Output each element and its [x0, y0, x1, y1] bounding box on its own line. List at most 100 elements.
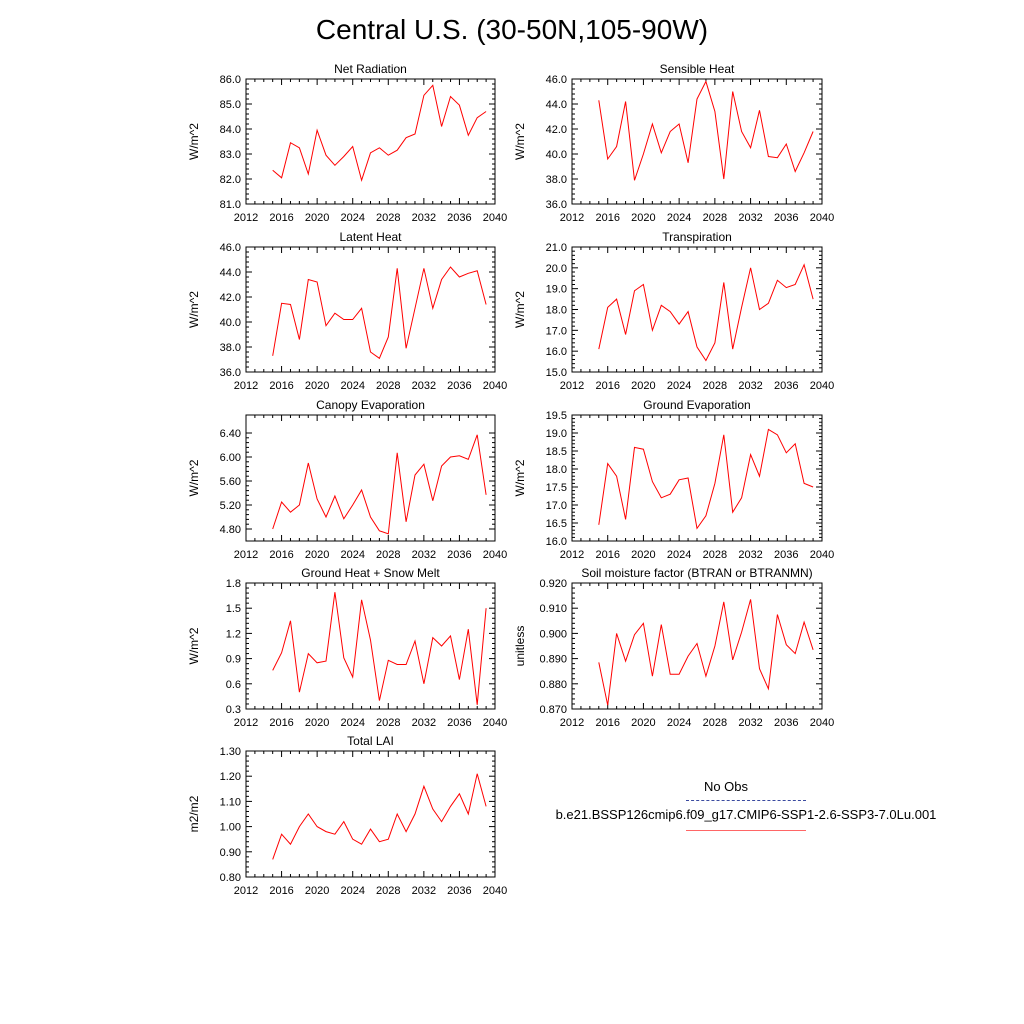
y-tick-label: 15.0 [546, 367, 567, 379]
plot-frame [571, 414, 823, 542]
y-tick-label: 46.0 [546, 74, 567, 86]
x-tick-label: 2016 [595, 717, 619, 729]
panel-4: Transpiration W/m^2 2012 2016 2020 2024 2028 20… [513, 230, 834, 392]
x-tick-label: 2040 [810, 380, 834, 392]
x-tick-label: 2032 [412, 212, 436, 224]
x-tick-label: 2012 [234, 380, 258, 392]
y-tick-label: 0.90 [220, 847, 241, 859]
x-tick-label: 2012 [234, 212, 258, 224]
y-axis-label: W/m^2 [513, 291, 527, 328]
x-tick-label: 2028 [703, 380, 727, 392]
x-tick-label: 2012 [234, 549, 258, 561]
y-tick-label: 44.0 [220, 267, 241, 279]
x-tick-label: 2016 [269, 717, 293, 729]
x-tick-label: 2024 [340, 885, 364, 897]
panel-2: Sensible Heat W/m^2 2012 2016 2020 2024 2028 20… [513, 62, 834, 224]
y-tick-label: 1.20 [220, 771, 241, 783]
plot-frame [571, 78, 823, 205]
y-tick-label: 0.880 [539, 679, 567, 691]
x-tick-label: 2024 [667, 380, 691, 392]
y-tick-label: 46.0 [220, 242, 241, 254]
y-axis-label: W/m^2 [187, 459, 201, 496]
x-tick-label: 2032 [412, 380, 436, 392]
panel-5: Canopy Evaporation W/m^2 2012 2016 2020 2024 2… [187, 398, 507, 561]
panel-7: Ground Heat + Snow Melt W/m^2 2012 2016 2020… [187, 566, 507, 729]
y-tick-label: 4.80 [220, 524, 241, 536]
series-line [598, 599, 814, 706]
x-tick-label: 2028 [376, 717, 400, 729]
plot-frame [571, 246, 823, 373]
x-tick-label: 2020 [631, 212, 655, 224]
y-axis-label: W/m^2 [187, 627, 201, 664]
x-tick-label: 2012 [560, 380, 584, 392]
series-line [272, 434, 487, 535]
y-tick-label: 1.5 [226, 603, 241, 615]
x-tick-label: 2024 [340, 212, 364, 224]
x-tick-label: 2024 [340, 717, 364, 729]
x-tick-label: 2016 [269, 212, 293, 224]
panel-title: Ground Heat + Snow Melt [301, 566, 440, 580]
x-tick-label: 2036 [447, 717, 471, 729]
y-tick-label: 40.0 [220, 317, 241, 329]
series-line [272, 266, 487, 360]
y-tick-label: 20.0 [546, 263, 567, 275]
x-tick-label: 2036 [774, 380, 798, 392]
y-tick-label: 0.80 [220, 872, 241, 884]
panel-title: Net Radiation [334, 62, 407, 76]
y-tick-label: 19.0 [546, 284, 567, 296]
series-line [272, 84, 487, 182]
series-line [272, 592, 487, 705]
y-tick-label: 16.5 [546, 518, 567, 530]
y-axis-label: W/m^2 [513, 459, 527, 496]
x-tick-label: 2024 [667, 549, 691, 561]
x-tick-label: 2040 [810, 549, 834, 561]
x-tick-label: 2032 [738, 717, 762, 729]
y-tick-label: 18.0 [546, 464, 567, 476]
y-tick-label: 0.870 [539, 704, 567, 716]
y-tick-label: 0.910 [539, 603, 567, 615]
x-tick-label: 2016 [595, 212, 619, 224]
figure-title: Central U.S. (30-50N,105-90W) [315, 14, 709, 45]
series-line [598, 80, 814, 181]
y-tick-label: 0.3 [226, 704, 241, 716]
x-tick-label: 2024 [340, 549, 364, 561]
x-tick-label: 2012 [560, 549, 584, 561]
x-tick-label: 2016 [269, 380, 293, 392]
y-tick-label: 5.20 [220, 500, 241, 512]
y-tick-label: 1.10 [220, 796, 241, 808]
panel-1: Net Radiation W/m^2 2012 2016 2020 2024 2028 20… [187, 62, 507, 224]
y-axis-label: W/m^2 [187, 123, 201, 160]
panel-title: Total LAI [347, 734, 394, 748]
plot-frame [245, 750, 496, 878]
x-tick-label: 2012 [560, 212, 584, 224]
y-axis-label: unitless [513, 626, 527, 667]
y-tick-label: 81.0 [220, 199, 241, 211]
x-tick-label: 2032 [412, 717, 436, 729]
x-tick-label: 2036 [774, 549, 798, 561]
y-tick-label: 16.0 [546, 346, 567, 358]
x-tick-label: 2040 [483, 717, 507, 729]
plot-frame [245, 246, 496, 373]
x-tick-label: 2028 [376, 885, 400, 897]
y-tick-label: 0.900 [539, 628, 567, 640]
y-tick-label: 1.2 [226, 628, 241, 640]
x-tick-label: 2020 [305, 212, 329, 224]
x-tick-label: 2028 [703, 212, 727, 224]
x-tick-label: 2016 [595, 380, 619, 392]
x-tick-label: 2020 [631, 717, 655, 729]
x-tick-label: 2016 [595, 549, 619, 561]
plot-frame [245, 78, 496, 205]
x-tick-label: 2036 [774, 717, 798, 729]
x-tick-label: 2020 [631, 380, 655, 392]
x-tick-label: 2036 [447, 549, 471, 561]
x-tick-label: 2040 [483, 885, 507, 897]
x-tick-label: 2012 [234, 885, 258, 897]
y-tick-label: 0.6 [226, 679, 241, 691]
y-tick-label: 17.0 [546, 325, 567, 337]
panel-title: Sensible Heat [660, 62, 735, 76]
x-tick-label: 2028 [703, 717, 727, 729]
y-tick-label: 85.0 [220, 99, 241, 111]
panel-title: Canopy Evaporation [316, 398, 425, 412]
x-tick-label: 2040 [810, 212, 834, 224]
